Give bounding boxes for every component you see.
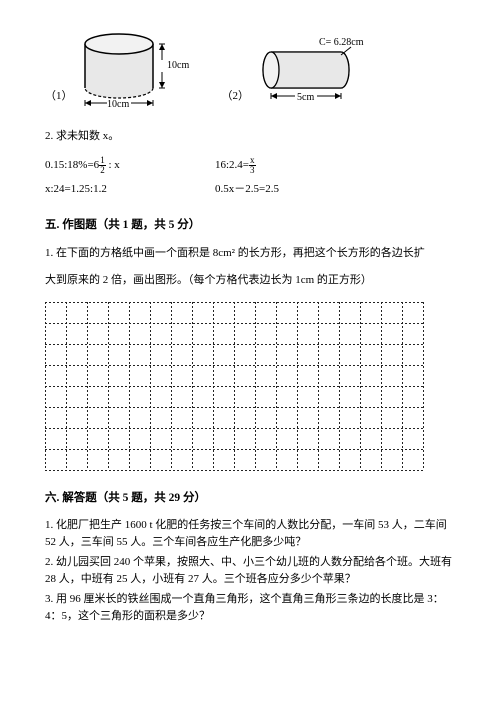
figure-1-label: （1） <box>45 88 73 106</box>
eq1b-head: 16:2.4= <box>215 159 249 171</box>
eq-2a: x:24=1.25:1.2 <box>45 181 215 199</box>
eq-1a: 0.15:18%=612 : x <box>45 156 215 175</box>
equations-grid: 0.15:18%=612 : x 16:2.4=x3 x:24=1.25:1.2… <box>45 156 455 199</box>
eq1a-head: 0.15:18%=6 <box>45 159 99 171</box>
eq1a-tail: : x <box>106 159 120 171</box>
fig2-length-text: 5cm <box>297 92 314 103</box>
section6-q1: 1. 化肥厂把生产 1600 t 化肥的任务按三个车间的人数比分配，一车间 53… <box>45 517 455 550</box>
section5-title: 五. 作图题（共 1 题，共 5 分） <box>45 216 455 234</box>
fig1-width-text: 10cm <box>107 99 129 110</box>
cylinder-horizontal: C= 6.28cm 5c <box>253 35 383 110</box>
grid-svg <box>45 302 424 471</box>
section5-q1-line1: 1. 在下面的方格纸中画一个面积是 8cm² 的长方形，再把这个长方形的各边长扩 <box>45 245 455 263</box>
eq-1b: 16:2.4=x3 <box>215 156 385 175</box>
figures-row: （1） 10cm <box>45 30 455 110</box>
section5-q1-line2: 大到原来的 2 倍，画出图形。（每个方格代表边长为 1cm 的正方形） <box>45 272 455 290</box>
eq-2b: 0.5x－2.5=2.5 <box>215 181 385 199</box>
section6-q2: 2. 幼儿园买回 240 个苹果，按照大、中、小三个幼儿班的人数分配给各个班。大… <box>45 554 455 587</box>
eq1b-frac: x3 <box>249 156 256 175</box>
figure-2-label: （2） <box>222 88 250 106</box>
fig1-height-text: 10cm <box>167 60 189 71</box>
section6-title: 六. 解答题（共 5 题，共 29 分） <box>45 489 455 507</box>
figure-2-group: （2） C= 6.28cm <box>222 35 384 110</box>
fig2-circ-text: C= 6.28cm <box>319 37 364 48</box>
cylinder-vertical: 10cm 10cm <box>77 30 192 110</box>
figure-1-group: （1） 10cm <box>45 30 192 110</box>
q2-title: 2. 求未知数 x。 <box>45 128 455 146</box>
grid-paper <box>45 302 455 471</box>
section6-q3: 3. 用 96 厘米长的铁丝围成一个直角三角形，这个直角三角形三条边的长度比是 … <box>45 591 455 624</box>
